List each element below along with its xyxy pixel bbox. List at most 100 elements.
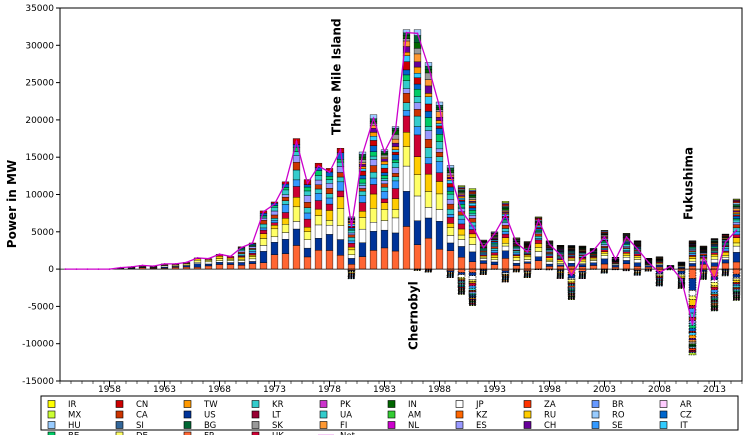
bar-segment-de-2011 [688,258,697,262]
bar-segment-kr-2005 [622,248,631,251]
net-point-1975 [295,140,298,143]
bar-segment-de-1972 [259,238,268,246]
legend-item-ua: UA [319,411,352,421]
bar-segment-jp-2005 [622,257,631,261]
bar-segment-de-1998 [545,259,554,262]
bar-segment-za-2011 [688,348,697,351]
bar-segment-fi-1991 [468,199,477,202]
bar-segment-se-1982 [369,177,378,185]
bar-segment-it-1982 [369,136,378,141]
bar-segment-cn-1988 [435,125,444,129]
bar-segment-us-1974 [281,239,290,254]
bar-segment-se-1979 [336,181,345,192]
legend-label: HU [68,421,81,431]
y-tick-label: 35000 [25,4,54,14]
bar-segment-uk-1997 [534,239,543,244]
bar-segment-kr-1975 [292,169,301,181]
bar-segment-ua-1982 [369,155,378,160]
bar-segment-cz-1984 [391,154,400,161]
bar-segment-kr-1974 [281,200,290,205]
bar-segment-cz-1986 [413,83,422,90]
x-tick-label: 2003 [593,385,616,395]
bar-segment-ru-2011 [688,256,697,259]
bar-segment-us-2012 [699,269,708,272]
bar-segment-es-2015 [732,222,741,225]
legend-swatch [319,421,328,429]
bar-segment-ru-1982 [369,193,378,209]
bar-segment-ru-1976 [303,226,312,232]
bar-segment-us-1966 [193,263,202,268]
bar-segment-fr-1988 [435,248,444,270]
bar-segment-es-1973 [270,210,279,216]
bar-segment-jp-1966 [193,262,202,264]
net-point-1977 [317,165,320,168]
legend-swatch [523,421,532,429]
bar-segment-se-1992 [479,253,488,255]
bar-segment-ru-1991 [468,233,477,238]
bar-segment-se-2015 [732,283,741,287]
legend-swatch [183,410,192,419]
bar-segment-us-1969 [226,262,235,265]
net-point-2004 [614,258,617,261]
y-tick-label: -5000 [28,302,54,312]
legend-swatch [251,431,260,435]
bar-segment-de-1975 [292,206,301,222]
bar-segment-ch-1982 [369,128,378,133]
bar-segment-kr-1971 [248,249,257,252]
bar-segment-uk-1977 [314,200,323,210]
bar-segment-mx-1992 [479,239,488,241]
legend-item-hu: HU [47,421,81,431]
bar-segment-hu-2015 [732,202,741,205]
bar-segment-de-1982 [369,208,378,223]
bar-segment-ru-1995 [512,255,521,259]
x-tick-label: 2013 [703,385,726,395]
bar-segment-cn-2011 [688,330,697,333]
bar-segment-tw-2011 [688,334,697,339]
bar-segment-es-1985 [402,88,411,94]
bar-segment-in-1983 [380,153,389,156]
bar-segment-ua-1989 [446,193,455,200]
bar-segment-cz-2011 [688,327,697,332]
bar-segment-fr-1995 [512,265,521,270]
bar-segment-fi-2011 [688,339,697,343]
bar-segment-ru-1987 [424,173,433,192]
bar-segment-se-1977 [314,193,323,201]
bar-segment-ru-1989 [446,223,455,228]
bar-segment-jp-1990 [457,274,466,278]
bar-segment-ua-1984 [391,162,400,168]
legend-swatch [183,400,192,408]
legend-item-mx: MX [47,411,81,421]
bar-segment-jp-1989 [446,235,455,244]
bar-segment-de-2000 [567,258,576,261]
bar-segment-de-2002 [589,258,598,261]
bar-segment-fr-2014 [721,262,730,270]
bar-segment-us-1979 [336,239,345,256]
bar-segment-jp-1977 [314,224,323,239]
bar-segment-kr-1987 [424,147,433,158]
bar-segment-bg-2015 [732,204,741,207]
bar-segment-ua-1988 [435,141,444,150]
bar-segment-sk-1986 [413,48,422,55]
legend-item-es: ES [455,421,487,431]
bar-segment-cz-2015 [732,215,741,219]
bar-segment-se-1974 [281,204,290,213]
bar-segment-kr-1990 [457,214,466,220]
net-point-2012 [702,256,705,259]
bar-segment-ru-2014 [721,252,730,256]
bar-segment-se-1978 [325,197,334,205]
bar-segment-us-1994 [501,250,510,259]
net-point-1988 [438,105,441,108]
bar-segment-ca-1994 [501,225,510,229]
bar-segment-hu-1980 [347,216,356,219]
bar-segment-ru-1974 [281,218,290,225]
bar-segment-kr-1981 [358,190,367,196]
bar-segment-ru-2015 [732,280,741,283]
legend-swatch [659,400,668,408]
bar-segment-us-2013 [710,262,719,267]
bar-segment-uk-1983 [380,198,389,203]
bar-segment-it-1990 [457,197,466,201]
bar-segment-us-1999 [556,264,565,267]
bar-segment-mx-1994 [501,201,510,203]
bar-segment-es-1980 [347,232,356,236]
bar-segment-us-1990 [457,272,466,275]
